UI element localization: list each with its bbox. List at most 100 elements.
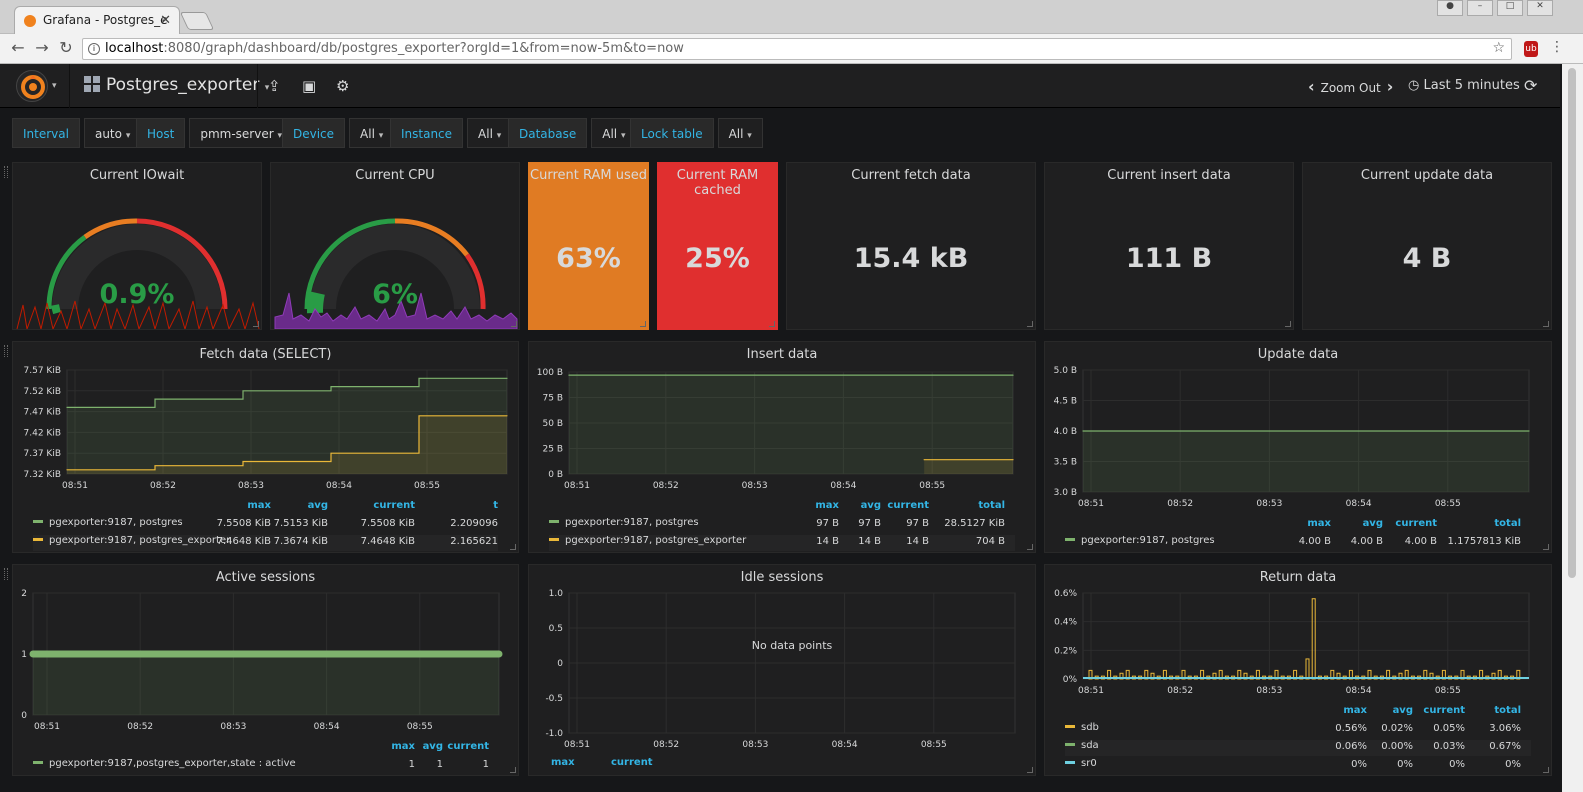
time-picker[interactable]: ◷ Last 5 minutes (1408, 78, 1520, 93)
legend-header-avg[interactable]: avg (1392, 705, 1413, 716)
legend-header-current[interactable]: current (611, 757, 653, 768)
reload-icon[interactable]: ↻ (59, 38, 73, 57)
var-instance-dropdown[interactable]: All ▾ (467, 118, 513, 148)
info-icon[interactable]: i (88, 43, 100, 55)
var-interval-dropdown[interactable]: auto ▾ (83, 118, 142, 148)
address-bar[interactable]: i localhost:8080/graph/dashboard/db/post… (82, 38, 1512, 60)
series-name[interactable]: sr0 (1081, 758, 1097, 769)
panel-current-iowait[interactable]: Current IOwait 0.9% (12, 162, 262, 330)
legend-row[interactable]: pgexporter:9187, postgres_exporter (549, 535, 1015, 551)
series-name[interactable]: pgexporter:9187, postgres (49, 517, 183, 528)
legend-header-max[interactable]: max (1307, 518, 1331, 529)
zoom-out-control[interactable]: ‹ Zoom Out › (1302, 77, 1399, 96)
maximize-icon[interactable]: □ (1497, 0, 1523, 16)
dashboard-picker[interactable]: Postgres_exporter ▾ (84, 75, 269, 95)
legend-header-t[interactable]: t (493, 500, 498, 511)
resize-handle[interactable] (1285, 321, 1291, 327)
back-arrow-icon[interactable]: ← (11, 38, 25, 57)
resize-handle[interactable] (1543, 767, 1549, 773)
legend-header-avg[interactable]: avg (860, 500, 881, 511)
series-name[interactable]: sdb (1081, 722, 1099, 733)
panel-update-data[interactable]: Update data 5.0 B 4.5 B 4.0 B 3.5 B 3.0 B 08:5… (1044, 341, 1552, 553)
series-name[interactable]: pgexporter:9187, postgres_exporter (565, 535, 747, 546)
legend-header-total[interactable]: total (1494, 518, 1521, 529)
legend-row[interactable]: pgexporter:9187, postgres_exporter (33, 535, 498, 551)
legend-header-total[interactable]: total (978, 500, 1005, 511)
legend-header-max[interactable]: max (1343, 705, 1367, 716)
panel-insert-data[interactable]: Insert data 100 B 75 B 50 B 25 B 0 B 08:51 08:5… (528, 341, 1036, 553)
time-back-chevron-icon[interactable]: ‹ (1308, 77, 1315, 96)
row-drag-handle[interactable] (4, 166, 8, 178)
user-icon[interactable]: ● (1437, 0, 1463, 16)
legend-row[interactable]: sdb (1065, 722, 1531, 738)
series-name[interactable]: sda (1081, 740, 1099, 751)
close-tab-icon[interactable]: ✕ (160, 13, 171, 28)
time-forward-chevron-icon[interactable]: › (1386, 77, 1394, 96)
legend-header-current[interactable]: current (1423, 705, 1465, 716)
grafana-logo-icon[interactable] (16, 70, 48, 102)
legend-row[interactable]: pgexporter:9187, postgres (1065, 535, 1531, 551)
panel-active-sessions[interactable]: Active sessions 2 1 0 08:51 08:52 08:53 08:54 08… (12, 564, 519, 776)
bookmark-star-icon[interactable]: ☆ (1492, 40, 1505, 56)
panel-current-update-data[interactable]: Current update data 4 B (1302, 162, 1552, 330)
new-tab-button[interactable] (179, 12, 215, 30)
resize-handle[interactable] (1027, 321, 1033, 327)
logo-caret-icon[interactable]: ▾ (52, 81, 57, 91)
save-icon[interactable]: ▣ (302, 77, 317, 95)
legend-header-total[interactable]: total (1494, 705, 1521, 716)
panel-current-insert-data[interactable]: Current insert data 111 B (1044, 162, 1294, 330)
var-device-dropdown[interactable]: All ▾ (349, 118, 395, 148)
resize-handle[interactable] (1543, 544, 1549, 550)
legend-header-max[interactable]: max (815, 500, 839, 511)
series-name[interactable]: pgexporter:9187,postgres_exporter,state … (49, 758, 296, 769)
legend-header-max[interactable]: max (247, 500, 271, 511)
legend-row[interactable]: sda (1065, 740, 1531, 756)
panel-return-data[interactable]: Return data 0.6% 0.4% 0.2% 0% 08:51 08:52 08:53… (1044, 564, 1552, 776)
share-icon[interactable]: ⇪ (268, 77, 281, 95)
series-name[interactable]: pgexporter:9187, postgres_exporter (49, 535, 231, 546)
panel-idle-sessions[interactable]: Idle sessions 1.0 0.5 0 -0.5 -1.0 08:51 08:52 08… (528, 564, 1036, 776)
series-name[interactable]: pgexporter:9187, postgres (565, 517, 699, 528)
resize-handle[interactable] (640, 321, 646, 327)
close-window-icon[interactable]: ✕ (1527, 0, 1553, 16)
legend-row[interactable]: pgexporter:9187, postgres (549, 517, 1015, 533)
legend-header-current[interactable]: current (447, 741, 489, 752)
browser-menu-icon[interactable]: ⋮ (1550, 39, 1564, 55)
legend-header-current[interactable]: current (1395, 518, 1437, 529)
resize-handle[interactable] (1027, 544, 1033, 550)
var-host-dropdown[interactable]: pmm-server ▾ (189, 118, 293, 148)
page-scrollbar[interactable] (1562, 64, 1583, 792)
row-drag-handle[interactable] (4, 568, 8, 580)
panel-fetch-data[interactable]: Fetch data (SELECT) 7.57 KiB 7.52 KiB 7.47 … (12, 341, 519, 553)
resize-handle[interactable] (511, 321, 517, 327)
legend-row[interactable]: pgexporter:9187, postgres (33, 517, 498, 533)
resize-handle[interactable] (1543, 321, 1549, 327)
panel-current-ram-used[interactable]: Current RAM used 63% (528, 162, 649, 330)
minimize-icon[interactable]: – (1467, 0, 1493, 16)
resize-handle[interactable] (510, 544, 516, 550)
scrollbar-thumb[interactable] (1568, 68, 1576, 578)
legend-header-current[interactable]: current (373, 500, 415, 511)
legend-header-avg[interactable]: avg (1362, 518, 1383, 529)
legend-header-current[interactable]: current (887, 500, 929, 511)
legend-header-max[interactable]: max (551, 757, 575, 768)
browser-tab[interactable]: Grafana - Postgres_e ✕ (14, 6, 180, 34)
resize-handle[interactable] (1027, 767, 1033, 773)
row-drag-handle[interactable] (4, 345, 8, 357)
legend-header-avg[interactable]: avg (422, 741, 443, 752)
panel-current-cpu[interactable]: Current CPU 6% (270, 162, 520, 330)
panel-current-fetch-data[interactable]: Current fetch data 15.4 kB (786, 162, 1036, 330)
forward-arrow-icon[interactable]: → (35, 38, 49, 57)
refresh-icon[interactable]: ⟳ (1524, 76, 1538, 95)
resize-handle[interactable] (769, 321, 775, 327)
resize-handle[interactable] (253, 321, 259, 327)
panel-current-ram-cached[interactable]: Current RAM cached 25% (657, 162, 778, 330)
legend-row[interactable]: sr0 (1065, 758, 1531, 774)
series-name[interactable]: pgexporter:9187, postgres (1081, 535, 1215, 546)
resize-handle[interactable] (510, 767, 516, 773)
legend-header-max[interactable]: max (391, 741, 415, 752)
legend-header-avg[interactable]: avg (307, 500, 328, 511)
ublock-extension-icon[interactable]: ub (1524, 41, 1538, 57)
settings-gear-icon[interactable]: ⚙ (336, 77, 350, 95)
var-lock-table-dropdown[interactable]: All ▾ (717, 118, 763, 148)
